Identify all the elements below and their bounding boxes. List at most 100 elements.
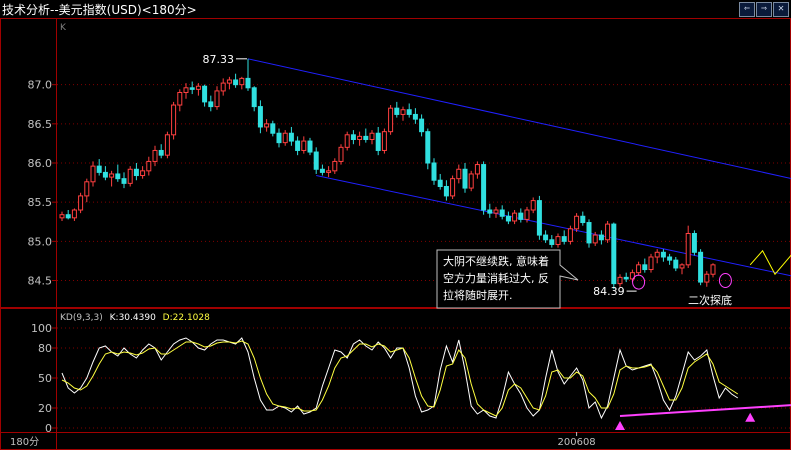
candle-body [698,251,704,283]
candle-body [487,209,493,214]
candle-body [648,256,654,271]
candle-body [518,212,524,220]
candle-body [505,215,511,222]
chart-canvas[interactable]: 87.0 86.5 86.0 85.5 85.0 84.5 K 87.33 84.39 大阴… [0,18,791,450]
candle-body [146,160,152,172]
next-window-button[interactable]: ⇒ [756,2,772,17]
up-candle [109,170,115,187]
up-candle [617,274,623,287]
up-candle [282,130,288,146]
kd-tick-label: 0 [45,422,52,435]
down-candle [257,100,263,134]
candle-body [301,140,307,151]
down-candle [65,210,71,220]
down-candle [505,211,511,225]
candle-body [183,87,189,94]
candle-body [406,109,412,115]
up-candle [71,208,77,221]
candle-body [580,215,586,224]
kd-legend: KD(9,3,3) K:30.4390 D:22.1028 [60,313,210,323]
kd-y-axis: 100 80 50 20 0 [31,322,57,435]
up-candle [474,161,480,179]
down-candle [586,219,592,248]
up-candle [493,206,499,218]
candle-body [264,123,270,128]
candle-body [617,276,623,285]
down-candle [208,95,214,112]
up-candle [332,158,338,174]
close-window-button[interactable]: ✕ [773,2,789,17]
down-candle [276,128,282,148]
candle-body [636,264,642,274]
prev-window-button[interactable]: ⇐ [739,2,755,17]
up-candle [239,76,245,90]
up-candle [381,128,387,154]
candle-body [257,106,263,128]
callout-line: 拉将随时展开. [443,288,513,302]
down-candle [96,159,102,176]
candle-body [233,79,239,86]
up-candle [567,225,573,245]
candle-body [319,168,325,173]
down-candle [121,172,127,189]
down-candle [270,120,276,137]
down-candle [350,130,356,145]
candle-body [419,118,425,133]
price-tick-label: 86.0 [28,157,53,170]
down-candle [313,147,319,174]
down-candle [487,203,493,218]
down-candle [691,230,697,256]
candle-body [499,209,505,217]
candle-body [493,209,499,214]
price-tick-label: 85.0 [28,235,53,248]
kd-support-line [615,404,791,430]
candle-body [171,104,177,136]
candle-body [543,234,549,241]
down-candle [642,258,648,273]
up-candle [512,210,518,225]
candle-body [592,234,598,244]
up-candle [468,170,474,192]
up-candle [357,131,363,146]
down-candle [437,173,443,190]
candle-body [375,132,381,151]
support-trendline [619,404,791,417]
up-candle [90,161,96,187]
down-candle [412,108,418,124]
price-tick-label: 87.0 [28,79,53,92]
candle-body [512,212,518,222]
candle-body [654,251,660,258]
up-candle [84,178,90,203]
candle-body [667,256,673,261]
candle-body [536,200,542,236]
candle-body [481,164,487,211]
low-price-label: 84.39 [593,285,625,298]
d-line [61,340,739,417]
candle-body [586,222,592,244]
candle-body [685,233,691,266]
candle-body [431,162,437,181]
candle-body [394,107,400,115]
bottom-circles [632,273,732,290]
candle-body [295,140,301,151]
down-candle [158,144,164,159]
kd-series [61,337,739,420]
up-candle [338,144,344,165]
callout-box: 大阴不继续跌, 意味着 空方力量消耗过大, 反 拉将随时展开. [436,249,579,309]
candle-body [338,146,344,162]
up-candle [127,166,133,187]
up-candle [592,231,598,247]
candle-body [598,234,604,241]
down-candle [499,205,505,220]
candle-body [140,170,146,177]
down-candle [443,180,449,201]
down-candle [611,222,617,290]
down-candle [518,208,524,223]
down-candle [580,211,586,226]
candle-body [549,239,555,245]
candle-body [450,178,456,197]
candle-body [679,264,685,269]
title-bar: 技术分析--美元指数(USD)<180分> ⇐ ⇒ ✕ [0,0,791,18]
candle-body [313,151,319,170]
